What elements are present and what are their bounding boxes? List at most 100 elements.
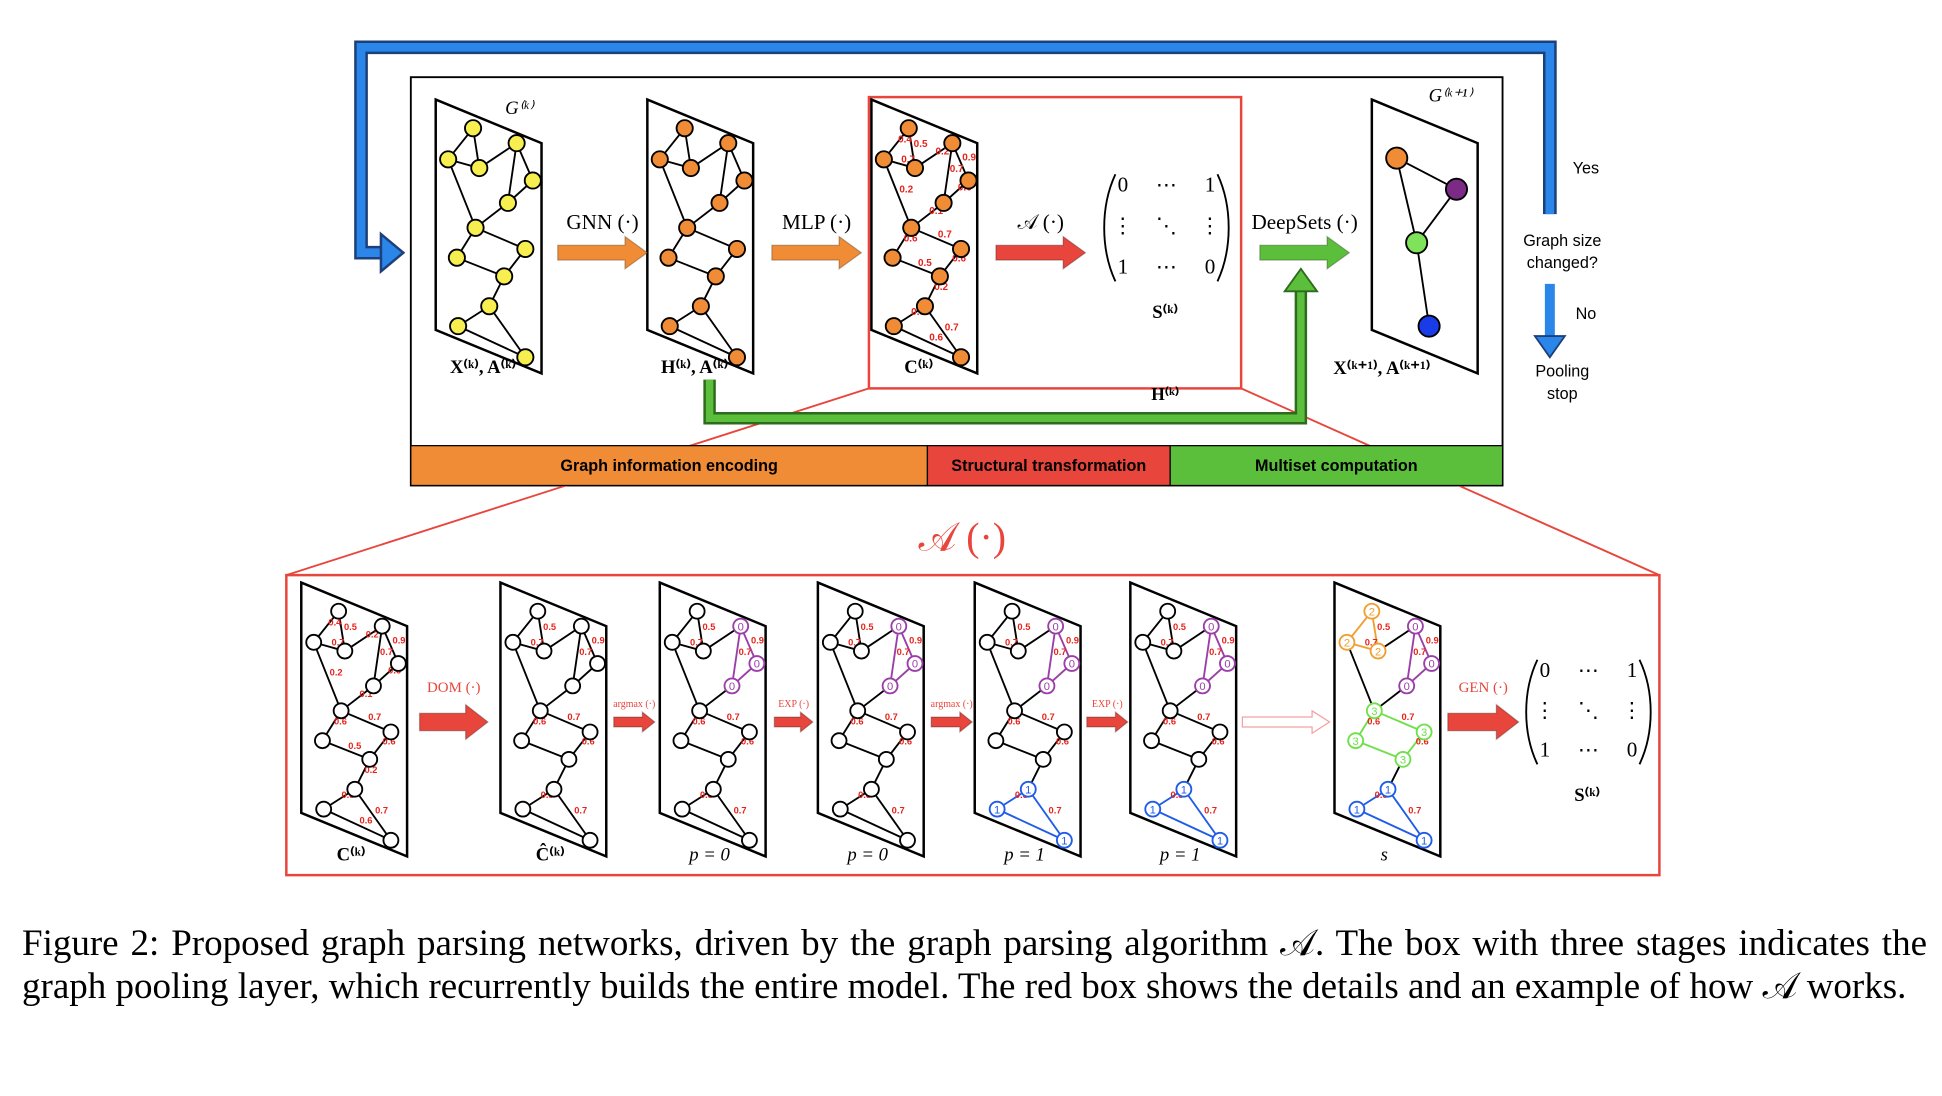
edge-weight: 0.7 — [574, 805, 587, 815]
graph-edge — [571, 626, 583, 687]
graph-node — [1363, 602, 1381, 620]
graph-panel — [1129, 580, 1238, 859]
graph-edge — [1405, 626, 1417, 687]
feedback-arrow — [705, 288, 1305, 423]
graph-node — [741, 831, 758, 849]
graph-edge — [857, 709, 908, 733]
edge-weight: 0.6 — [693, 716, 706, 726]
edge-weight: 0.5 — [914, 139, 928, 150]
edge-weight: 0.7 — [1005, 637, 1018, 647]
graph-caption: C⁽ᵏ⁾ — [904, 357, 933, 378]
matrix-caption: S⁽ᵏ⁾ — [1152, 302, 1178, 323]
matrix-cell: 1 — [1118, 255, 1129, 279]
arrow-label: GNN (·) — [566, 210, 638, 234]
graph-edge — [995, 739, 1044, 761]
graph-node — [315, 800, 333, 818]
node-label: 0 — [754, 659, 760, 671]
graph-edge — [323, 808, 392, 842]
edge-weight: 0.1 — [360, 689, 373, 699]
edge-weight: 0.9 — [751, 636, 764, 646]
stage-arrow — [1259, 235, 1351, 271]
graph-node — [688, 602, 706, 620]
graph-node — [1063, 655, 1081, 672]
graph-node — [1006, 702, 1023, 720]
graph-node — [1144, 800, 1162, 818]
graph-node — [678, 218, 697, 237]
edge-weight: 0.6 — [952, 254, 966, 265]
graph-node — [589, 655, 606, 672]
graph-node — [952, 239, 971, 258]
loop-arrow — [356, 42, 1555, 258]
matrix-cell: ⋱ — [1578, 698, 1599, 722]
graph-edge — [506, 143, 518, 204]
node-label: 0 — [738, 621, 744, 633]
graph-panel — [646, 97, 755, 376]
decision-yes: Yes — [1573, 160, 1599, 178]
edge-weight: 0.2 — [330, 667, 343, 677]
graph-edge — [521, 739, 570, 761]
graph-edge — [1387, 788, 1425, 841]
edge-weight: 0.6 — [1056, 736, 1069, 746]
stage-label: Multiset computation — [1255, 457, 1418, 475]
graph-node — [1190, 750, 1208, 768]
graph-node — [382, 831, 400, 849]
decision-stop: stop — [1547, 385, 1578, 403]
graph-edge — [447, 158, 477, 229]
matrix-cell: ⋯ — [1156, 255, 1177, 279]
matrix-cell: 0 — [1205, 255, 1216, 279]
graph-node — [1143, 732, 1160, 750]
edge-weight: 0.6 — [1163, 716, 1176, 726]
stage-bar — [926, 445, 1171, 487]
graph-node — [1394, 750, 1412, 768]
step-arrow — [930, 710, 974, 734]
step-caption: Ĉ⁽ᵏ⁾ — [536, 843, 565, 866]
arrow-label: argmax (·) — [613, 699, 655, 710]
graph-node — [943, 134, 962, 153]
graph-node — [470, 159, 489, 178]
graph-panel — [658, 580, 767, 859]
step-caption: p = 0 — [845, 845, 888, 866]
graph-edge — [1373, 709, 1425, 733]
graph-node — [899, 119, 918, 138]
step-arrow — [1086, 710, 1129, 734]
edge-weight: 0.7 — [380, 647, 393, 657]
graph-node — [504, 633, 522, 651]
node-label: 0 — [912, 659, 918, 671]
graph-node — [564, 677, 582, 695]
arrow-label: argmax (·) — [931, 699, 973, 710]
edge-weight: 0.6 — [851, 716, 864, 726]
graph-node — [480, 297, 499, 316]
graph-edge — [1355, 739, 1404, 761]
step-arrow — [613, 710, 656, 734]
node-label: 2 — [1375, 646, 1381, 658]
arrow-label: MLP (·) — [782, 210, 851, 234]
graph-node — [899, 723, 916, 741]
graph-node — [915, 297, 934, 316]
graph-edge — [312, 641, 342, 712]
graph-node — [507, 134, 526, 153]
edge-weight: 0.9 — [962, 153, 976, 164]
edge-weight: 0.7 — [848, 637, 861, 647]
graph-node — [449, 317, 468, 336]
decision-question: changed? — [1527, 254, 1598, 272]
edge-weight: 0.6 — [1416, 736, 1429, 746]
edge-weight: 0.6 — [383, 736, 396, 746]
graph-node — [732, 617, 750, 635]
edge-weight: 0.5 — [1377, 622, 1390, 632]
edge-weight: 0.8 — [1015, 790, 1028, 800]
node-label: 3 — [1421, 727, 1427, 739]
graph-node — [930, 267, 949, 286]
edge-weight: 0.5 — [1173, 622, 1186, 632]
edge-weight: 0.5 — [918, 258, 932, 269]
graph-node — [723, 677, 741, 695]
graph-node — [1379, 780, 1397, 798]
edge-weight: 0.1 — [929, 206, 943, 217]
edge-weight: 0.7 — [727, 712, 740, 722]
graph-edge — [681, 808, 750, 842]
graph-node — [830, 732, 848, 750]
node-label: 1 — [1354, 804, 1360, 816]
graph-node — [581, 831, 599, 849]
edge-weight: 0.7 — [1408, 805, 1421, 815]
edge-weight: 0.5 — [348, 741, 361, 751]
